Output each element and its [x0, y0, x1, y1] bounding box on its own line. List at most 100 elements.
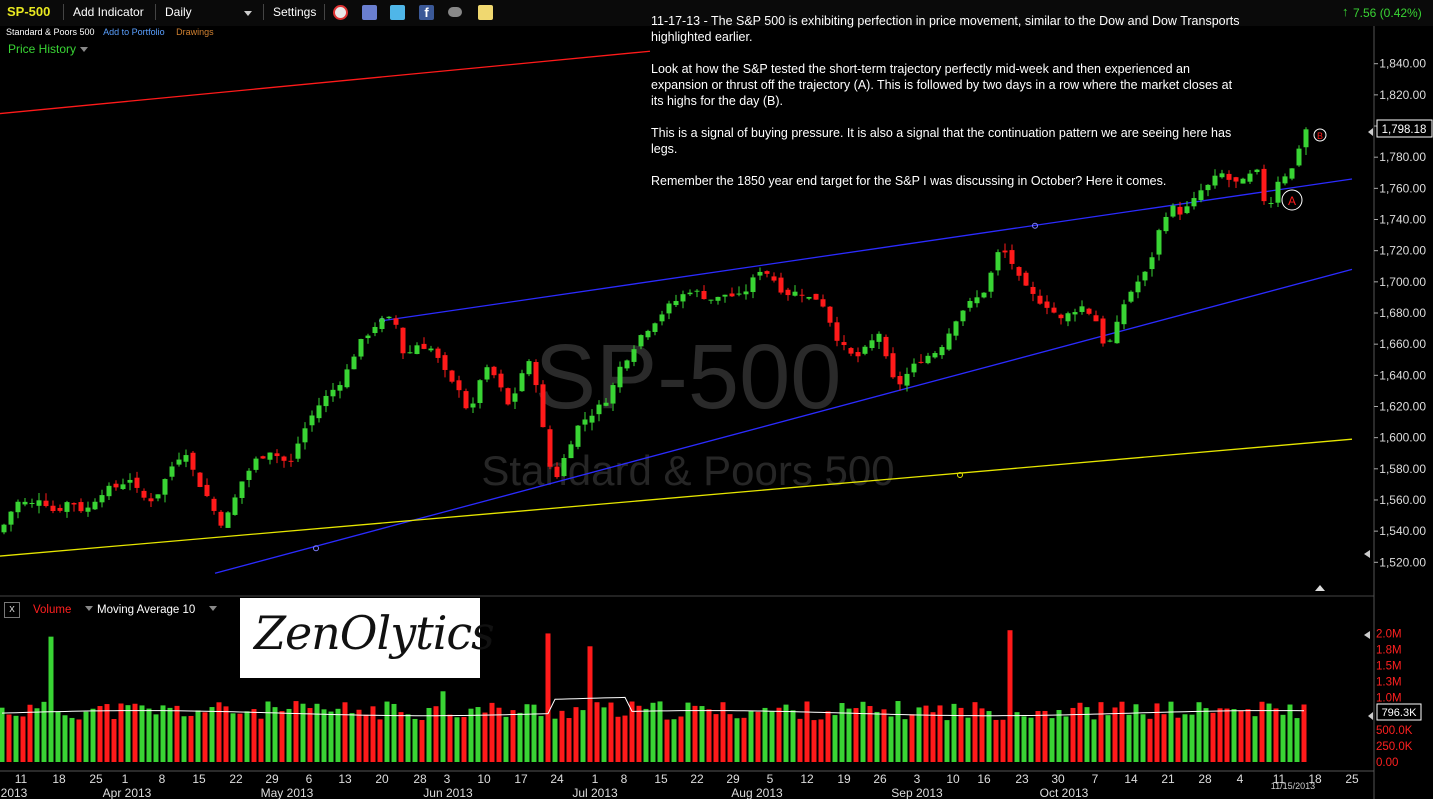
period-select[interactable]: Daily	[165, 5, 192, 19]
moving-average-line	[1, 696, 1305, 717]
x-day-label: 1	[592, 772, 599, 786]
x-day-label: 11	[15, 772, 28, 786]
x-day-label: 11	[1273, 772, 1286, 786]
settings-button[interactable]: Settings	[273, 5, 317, 19]
candle-body	[764, 271, 770, 274]
candle-body	[435, 348, 441, 358]
volume-bar	[797, 718, 803, 762]
volume-bar	[1168, 701, 1174, 762]
volume-bar	[1112, 707, 1118, 762]
date-stamp: 11/15/2013	[1271, 781, 1315, 791]
volume-bar	[48, 636, 54, 762]
candle-body	[1149, 257, 1155, 270]
candle-body	[1184, 206, 1190, 214]
x-day-label: 5	[767, 772, 774, 786]
volume-tick-label: 1.5M	[1376, 661, 1402, 673]
volume-bar	[41, 701, 47, 762]
moving-average-label[interactable]: Moving Average 10	[97, 604, 196, 616]
notepad-icon[interactable]	[478, 5, 493, 20]
drawings-link[interactable]: Drawings	[176, 27, 214, 37]
candle-body	[71, 503, 77, 505]
volume-bar	[1161, 714, 1167, 762]
volume-bar	[202, 712, 208, 762]
candle-body	[792, 291, 798, 296]
trend-anchor	[1032, 222, 1038, 229]
volume-bar	[27, 704, 33, 762]
candle-body	[197, 472, 203, 487]
x-day-label: 28	[1198, 772, 1212, 786]
price-tick-label: 1,840.00	[1379, 57, 1426, 71]
save-icon[interactable]	[362, 5, 377, 20]
x-month-label: 2013	[1, 786, 28, 799]
candle-body	[1142, 271, 1148, 281]
chevron-down-icon[interactable]	[209, 606, 217, 611]
divider	[263, 4, 264, 20]
candle-body	[596, 404, 602, 415]
x-day-label: 23	[1015, 772, 1029, 786]
add-to-portfolio-link[interactable]: Add to Portfolio	[103, 27, 165, 37]
candle-body	[1261, 168, 1267, 202]
candle-body	[50, 505, 56, 511]
candle-body	[120, 484, 126, 490]
candle-body	[29, 502, 35, 504]
close-icon[interactable]: x	[4, 602, 20, 618]
volume-bar	[69, 717, 75, 762]
candle-body	[1121, 304, 1127, 325]
candle-body	[456, 380, 462, 391]
candle-body	[925, 355, 931, 364]
volume-bar	[811, 720, 817, 762]
volume-bar	[699, 706, 705, 762]
binoculars-icon[interactable]	[448, 7, 462, 17]
marker-a: A	[1288, 194, 1296, 208]
volume-bar	[1063, 716, 1069, 762]
annotation-paragraph: Look at how the S&P tested the short-ter…	[651, 62, 1233, 108]
candle-body	[883, 336, 889, 357]
volume-bar	[783, 704, 789, 762]
candle-body	[862, 346, 868, 354]
volume-bar	[958, 707, 964, 762]
candle-body	[540, 384, 546, 428]
volume-bar	[1028, 717, 1034, 762]
candle-body	[309, 415, 315, 426]
volume-bar	[181, 716, 187, 762]
candle-body	[519, 373, 525, 392]
candle-body	[750, 277, 756, 293]
candle-body	[281, 456, 287, 461]
chevron-down-icon[interactable]	[244, 11, 252, 16]
volume-bar	[1273, 708, 1279, 762]
chevron-down-icon[interactable]	[85, 606, 93, 611]
alarm-clock-icon[interactable]	[333, 5, 348, 20]
facebook-icon[interactable]: f	[419, 5, 434, 20]
volume-label[interactable]: Volume	[33, 604, 72, 616]
volume-bar	[293, 701, 299, 762]
trend-line-support-yellow	[0, 438, 1353, 557]
volume-bar	[580, 710, 586, 762]
candle-body	[1303, 129, 1309, 148]
candle-body	[1086, 308, 1092, 314]
scroll-up-icon[interactable]	[1315, 585, 1325, 591]
price-history-selector[interactable]: Price History	[8, 42, 89, 56]
candle-body	[645, 330, 651, 338]
volume-bar	[447, 714, 453, 762]
add-indicator-button[interactable]: Add Indicator	[73, 5, 144, 19]
x-day-label: 12	[800, 772, 814, 786]
chevron-down-icon[interactable]	[80, 47, 89, 53]
price-history-label: Price History	[8, 42, 77, 56]
volume-bar	[1182, 714, 1188, 762]
candle-body	[1268, 202, 1274, 204]
volume-bar	[1252, 716, 1258, 762]
volume-bar	[629, 701, 635, 762]
candle-body	[575, 425, 581, 447]
volume-bar	[727, 714, 733, 762]
candle-body	[414, 345, 420, 355]
volume-bar	[356, 709, 362, 762]
volume-bar	[937, 705, 943, 762]
volume-bar	[321, 709, 327, 762]
twitter-icon[interactable]	[390, 5, 405, 20]
marker-a-circle	[1281, 189, 1303, 211]
volume-bar	[531, 704, 537, 762]
volume-bar	[377, 719, 383, 762]
symbol-input[interactable]: SP-500	[7, 4, 51, 19]
x-day-label: 18	[52, 772, 66, 786]
